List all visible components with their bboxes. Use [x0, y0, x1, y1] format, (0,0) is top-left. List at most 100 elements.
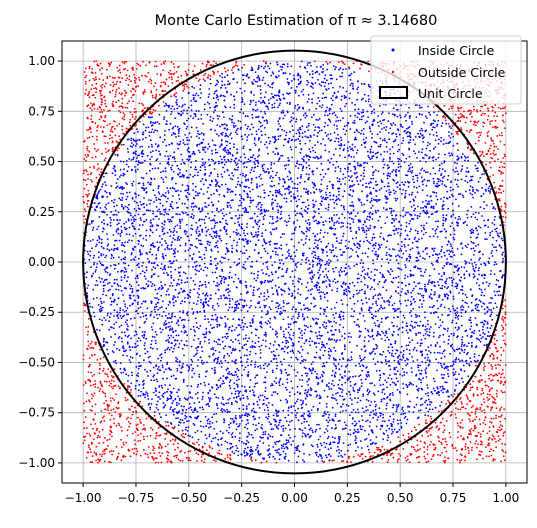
point-inside	[102, 290, 105, 293]
point-inside	[237, 177, 239, 179]
point-inside	[476, 324, 478, 327]
point-inside	[214, 148, 217, 151]
point-inside	[305, 166, 308, 169]
point-inside	[150, 302, 153, 305]
point-outside	[502, 157, 504, 159]
point-inside	[388, 427, 391, 430]
point-inside	[396, 370, 399, 373]
point-outside	[140, 432, 142, 435]
point-inside	[203, 442, 206, 445]
point-inside	[427, 356, 429, 359]
point-outside	[426, 431, 429, 434]
point-inside	[136, 139, 139, 142]
point-inside	[110, 326, 112, 329]
point-inside	[116, 178, 119, 181]
point-inside	[264, 387, 267, 389]
point-inside	[134, 277, 137, 280]
point-inside	[380, 187, 383, 190]
point-inside	[343, 421, 346, 424]
point-inside	[343, 190, 346, 193]
point-inside	[334, 170, 337, 173]
point-inside	[244, 238, 247, 241]
point-inside	[451, 321, 453, 324]
point-outside	[485, 455, 488, 458]
point-inside	[351, 281, 354, 284]
point-inside	[421, 306, 423, 308]
point-inside	[208, 158, 210, 161]
point-outside	[88, 192, 90, 195]
point-inside	[320, 204, 323, 206]
point-inside	[260, 310, 263, 312]
point-inside	[266, 371, 268, 373]
point-inside	[342, 86, 345, 89]
point-inside	[220, 158, 223, 161]
point-inside	[368, 425, 371, 428]
point-inside	[155, 378, 158, 381]
point-inside	[467, 342, 470, 345]
point-inside	[178, 402, 180, 405]
point-inside	[293, 139, 296, 142]
point-inside	[328, 259, 330, 261]
point-inside	[261, 164, 264, 167]
point-outside	[503, 162, 506, 165]
point-inside	[149, 219, 152, 222]
point-inside	[150, 326, 153, 328]
point-inside	[326, 300, 329, 302]
point-inside	[246, 415, 249, 418]
point-outside	[181, 459, 184, 462]
point-inside	[347, 405, 350, 407]
point-inside	[491, 250, 493, 252]
point-inside	[281, 154, 284, 157]
point-outside	[119, 81, 122, 83]
point-inside	[154, 331, 157, 333]
point-inside	[339, 394, 341, 397]
point-inside	[466, 209, 469, 212]
point-inside	[277, 106, 279, 109]
point-outside	[95, 78, 98, 81]
point-inside	[98, 260, 101, 263]
point-inside	[332, 397, 335, 399]
point-inside	[177, 424, 180, 426]
point-outside	[470, 449, 473, 451]
point-inside	[340, 110, 343, 113]
chart-title: Monte Carlo Estimation of π ≈ 3.14680	[155, 13, 438, 29]
point-inside	[325, 442, 328, 445]
point-inside	[164, 195, 167, 198]
point-inside	[263, 163, 265, 166]
point-inside	[230, 372, 233, 375]
point-inside	[339, 119, 342, 122]
point-inside	[261, 281, 264, 284]
point-inside	[342, 317, 345, 320]
point-inside	[382, 438, 385, 440]
point-inside	[261, 212, 263, 215]
point-inside	[254, 243, 257, 246]
point-inside	[477, 180, 480, 183]
point-outside	[87, 205, 89, 208]
point-inside	[358, 289, 361, 292]
point-inside	[425, 210, 428, 212]
point-inside	[332, 246, 334, 248]
point-inside	[233, 397, 235, 399]
point-inside	[465, 156, 467, 159]
point-outside	[460, 435, 462, 437]
point-inside	[443, 355, 446, 358]
point-inside	[300, 207, 303, 210]
point-outside	[488, 362, 490, 364]
point-inside	[208, 88, 211, 90]
point-inside	[172, 216, 174, 218]
point-inside	[491, 243, 494, 246]
point-outside	[96, 138, 98, 141]
point-inside	[354, 430, 357, 433]
point-outside	[476, 121, 478, 124]
point-inside	[354, 103, 356, 106]
point-inside	[455, 314, 458, 317]
point-inside	[237, 390, 239, 392]
point-inside	[268, 322, 271, 324]
point-inside	[323, 431, 326, 434]
point-outside	[415, 450, 417, 453]
point-outside	[187, 87, 190, 89]
point-inside	[298, 135, 301, 138]
point-inside	[422, 275, 424, 277]
point-inside	[178, 399, 181, 402]
point-inside	[257, 137, 260, 139]
